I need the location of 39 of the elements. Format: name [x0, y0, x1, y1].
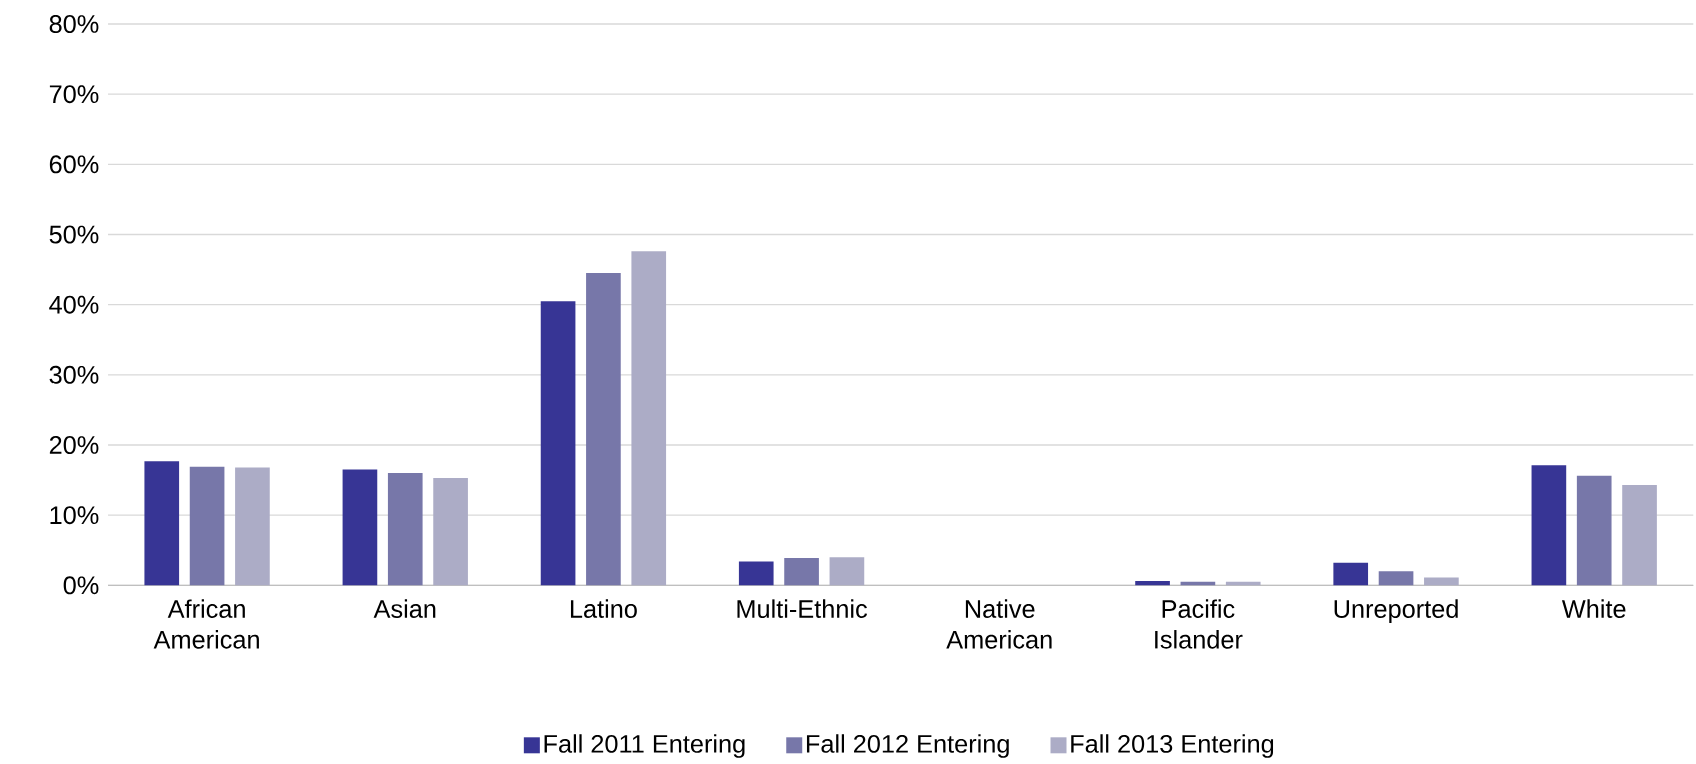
bar [738, 561, 774, 586]
bar [631, 251, 667, 586]
bar [829, 557, 865, 586]
bar [189, 466, 225, 586]
legend-label: Fall 2012 Entering [806, 734, 1009, 758]
y-tick-label: 50% [49, 225, 99, 244]
x-tick-label: Multi-Ethnic [737, 599, 868, 618]
bar [1333, 562, 1369, 586]
y-tick-label: 40% [49, 295, 99, 314]
x-tick-label: African American [153, 599, 259, 649]
bar [144, 461, 180, 586]
bar [784, 557, 819, 586]
bar [1424, 577, 1459, 586]
x-tick-label: Unreported [1334, 599, 1458, 623]
y-tick-label: 60% [49, 155, 99, 174]
x-tick-label: Pacific Islander [1155, 599, 1243, 649]
legend-label: Fall 2011 Entering [544, 734, 745, 758]
y-tick-label: 80% [49, 15, 99, 33]
y-tick-label: 30% [49, 365, 99, 384]
y-tick-label: 20% [49, 436, 99, 454]
bar [1135, 581, 1170, 586]
bar [342, 469, 378, 586]
bar [540, 301, 576, 586]
bar [586, 273, 621, 586]
bar [387, 473, 423, 586]
y-tick-label: 10% [50, 506, 99, 525]
bar [235, 467, 270, 586]
x-tick-label: Latino [570, 599, 637, 618]
x-tick-label: Native American [946, 599, 1052, 649]
y-tick-label: 0% [63, 576, 99, 595]
x-tick-label: White [1561, 599, 1626, 618]
bar [1378, 571, 1414, 586]
x-tick-label: Asian [373, 599, 436, 618]
legend-label: Fall 2013 Entering [1071, 734, 1274, 758]
bar [1622, 484, 1657, 586]
bar [1531, 465, 1567, 586]
y-tick-label: 70% [49, 85, 99, 104]
bar [1576, 475, 1612, 586]
bar [433, 477, 468, 586]
